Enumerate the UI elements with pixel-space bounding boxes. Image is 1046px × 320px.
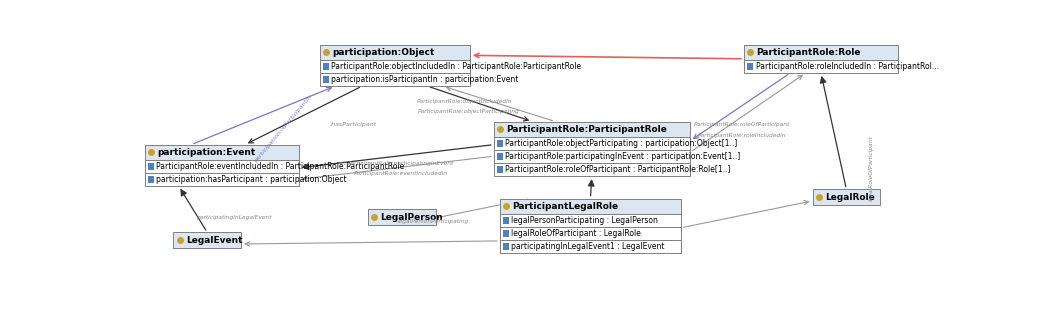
Bar: [147, 163, 154, 170]
Text: legalRoleOfParticipant : LegalRole: legalRoleOfParticipant : LegalRole: [511, 229, 641, 238]
Bar: [147, 176, 154, 183]
Bar: [503, 217, 509, 224]
Text: ParticipantRole:objectIncludedIn: ParticipantRole:objectIncludedIn: [416, 99, 513, 104]
Text: ParticipantRole:Role: ParticipantRole:Role: [756, 48, 861, 57]
Bar: [503, 230, 509, 237]
Text: ParticipantRole:roleOfParticipant : ParticipantRole:Role[1..]: ParticipantRole:roleOfParticipant : Part…: [505, 165, 731, 174]
Bar: [500, 214, 681, 227]
Bar: [320, 60, 470, 73]
Bar: [500, 198, 681, 214]
Text: participation:isParticipantIn : participation:Event: participation:isParticipantIn : particip…: [332, 75, 519, 84]
Text: LegalRole: LegalRole: [825, 193, 874, 202]
Bar: [174, 232, 242, 248]
Bar: [320, 44, 470, 60]
Bar: [747, 63, 753, 70]
Bar: [497, 153, 503, 160]
Bar: [368, 209, 436, 225]
Bar: [494, 163, 690, 176]
Bar: [145, 145, 299, 160]
Text: LegalEvent: LegalEvent: [186, 236, 243, 245]
Bar: [497, 140, 503, 147]
Text: ParticipantRole:objectParticipating: ParticipantRole:objectParticipating: [417, 109, 519, 114]
Text: participation:hasParticipant : participation:Object: participation:hasParticipant : participa…: [157, 175, 347, 184]
Bar: [500, 240, 681, 253]
Text: legalPersonParticipating : LegalPerson: legalPersonParticipating : LegalPerson: [511, 216, 658, 225]
Text: participatingInLegalEvent1 : LegalEvent: participatingInLegalEvent1 : LegalEvent: [511, 242, 665, 251]
Text: ParticipantRole:eventIncludedIn: ParticipantRole:eventIncludedIn: [355, 171, 449, 176]
Bar: [145, 160, 299, 173]
Text: ParticipantRole:participatingInEvent: ParticipantRole:participatingInEvent: [348, 161, 454, 166]
Bar: [744, 44, 897, 60]
Text: ParticipantRole:roleIncludedIn : ParticipantRol...: ParticipantRole:roleIncludedIn : Partici…: [755, 62, 938, 71]
Text: :hasParticipant: :hasParticipant: [329, 122, 377, 127]
Text: ParticipantRole:eventIncludedIn : ParticipantRole:ParticipantRole: ParticipantRole:eventIncludedIn : Partic…: [157, 162, 405, 171]
Bar: [497, 166, 503, 173]
Text: ParticipantRole:objectIncludedIn : ParticipantRole:ParticipantRole: ParticipantRole:objectIncludedIn : Parti…: [332, 62, 582, 71]
Text: ParticipantRole:roleIncludedIn: ParticipantRole:roleIncludedIn: [698, 133, 786, 138]
Text: legalPersonParticipating: legalPersonParticipating: [399, 219, 470, 224]
Bar: [494, 122, 690, 137]
Bar: [500, 227, 681, 240]
Bar: [744, 60, 897, 73]
Text: legalRoleOfParticipant: legalRoleOfParticipant: [868, 135, 873, 201]
Bar: [494, 137, 690, 150]
Bar: [494, 150, 690, 163]
Text: ParticipantRole:participatingInEvent : participation:Event[1..]: ParticipantRole:participatingInEvent : p…: [505, 152, 741, 161]
Text: participation:isParticipantIn: participation:isParticipantIn: [254, 94, 314, 164]
Text: participation:Event: participation:Event: [157, 148, 255, 157]
Bar: [323, 76, 328, 83]
Text: ParticipantRole:objectParticipating : participation:Object[1..]: ParticipantRole:objectParticipating : pa…: [505, 139, 737, 148]
Bar: [145, 173, 299, 186]
Text: ParticipantRole:ParticipantRole: ParticipantRole:ParticipantRole: [506, 125, 667, 134]
Text: participatingInLegalEvent: participatingInLegalEvent: [196, 214, 271, 220]
Bar: [503, 243, 509, 250]
Text: participation:Object: participation:Object: [332, 48, 434, 57]
Bar: [323, 63, 328, 70]
Text: LegalPerson: LegalPerson: [381, 212, 444, 221]
Bar: [813, 189, 881, 205]
Text: ParticipantRole:roleOfParticipant: ParticipantRole:roleOfParticipant: [693, 122, 790, 127]
Bar: [320, 73, 470, 86]
Text: ParticipantLegalRole: ParticipantLegalRole: [513, 202, 618, 211]
